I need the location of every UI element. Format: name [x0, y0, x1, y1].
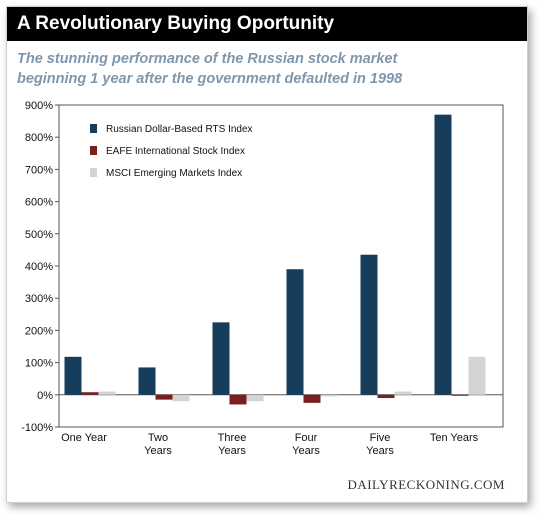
x-tick-label: Four Years: [292, 432, 320, 457]
x-tick-label: Ten Years: [430, 432, 479, 444]
y-tick-label: 100%: [25, 358, 53, 370]
bar-msci: [246, 394, 264, 402]
chart-subtitle: The stunning performance of the Russian …: [17, 49, 517, 89]
legend-swatch-rts: [90, 124, 97, 133]
subtitle-line-2: beginning 1 year after the government de…: [17, 71, 403, 87]
bar-eafe: [303, 394, 321, 403]
y-tick-label: 400%: [25, 261, 53, 273]
x-tick-label: Two Years: [144, 432, 172, 457]
bar-rts: [434, 114, 452, 395]
legend-swatch-eafe: [90, 146, 97, 155]
bar-msci: [468, 356, 486, 395]
legend-label-msci: MSCI Emerging Markets Index: [106, 168, 242, 179]
bar-rts: [138, 367, 156, 395]
legend-swatch-msci: [90, 168, 97, 177]
bar-rts: [360, 254, 378, 395]
bar-eafe: [81, 392, 99, 395]
y-tick-label: 200%: [25, 325, 53, 337]
x-tick-label: Five Years: [366, 432, 394, 457]
bar-msci: [98, 391, 116, 395]
source-credit: DAILYRECKONING.COM: [347, 477, 505, 492]
bar-msci: [320, 394, 338, 397]
x-tick-label: Three Years: [218, 432, 247, 457]
legend-label-rts: Russian Dollar-Based RTS Index: [106, 124, 253, 135]
bar-rts: [286, 269, 304, 395]
bar-eafe: [451, 394, 469, 396]
bar-eafe: [229, 394, 247, 405]
y-tick-label: 600%: [25, 197, 53, 209]
bar-rts: [212, 322, 230, 395]
y-tick-label: -100%: [21, 422, 53, 434]
y-tick-label: 800%: [25, 132, 53, 144]
y-tick-label: 0%: [37, 390, 53, 402]
chart-title: A Revolutionary Buying Oportunity: [7, 7, 527, 41]
bar-eafe: [377, 394, 395, 399]
bar-eafe: [155, 394, 173, 400]
subtitle-line-1: The stunning performance of the Russian …: [17, 51, 398, 67]
y-tick-label: 500%: [25, 229, 53, 241]
y-tick-label: 300%: [25, 293, 53, 305]
bar-msci: [394, 391, 412, 395]
y-tick-label: 700%: [25, 164, 53, 176]
legend-label-eafe: EAFE International Stock Index: [106, 146, 245, 157]
bar-chart: -100% 0% 100% 200% 300% 400% 500% 600% 700% 800% 9…: [21, 100, 504, 457]
y-tick-label: 900%: [25, 100, 53, 112]
chart-card: A Revolutionary Buying Oportunity The st…: [6, 6, 528, 503]
bar-msci: [172, 394, 190, 402]
x-tick-label: One Year: [61, 432, 107, 444]
bar-rts: [64, 356, 82, 395]
